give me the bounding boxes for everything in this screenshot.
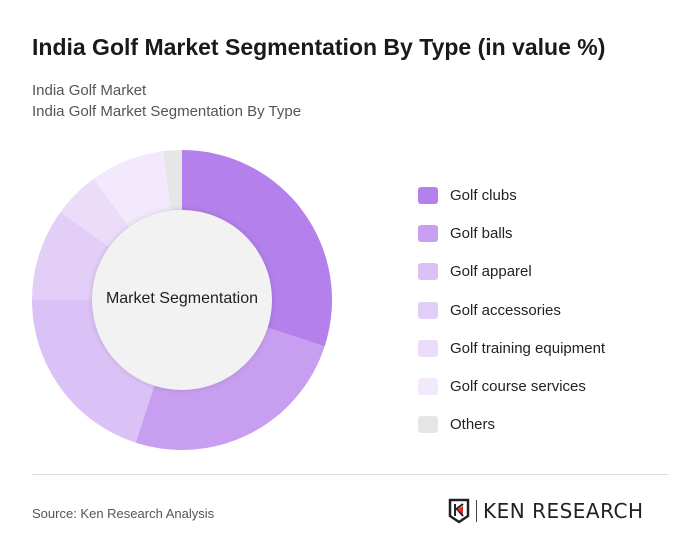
- slice-golf-course-services: [93, 151, 172, 232]
- legend-item: Golf course services: [418, 367, 605, 405]
- legend-label: Golf apparel: [450, 263, 532, 281]
- legend-item: Others: [418, 406, 605, 444]
- slice-golf-apparel: [32, 300, 156, 443]
- legend-label: Others: [450, 416, 496, 434]
- slice-golf-accessories: [32, 211, 114, 300]
- chart-title: India Golf Market Segmentation By Type (…: [32, 34, 606, 60]
- subtitle-segmentation: India Golf Market Segmentation By Type: [32, 103, 302, 120]
- slice-others: [163, 150, 182, 216]
- logo-text: KEN RESEARCH: [483, 499, 644, 523]
- source-note: Source: Ken Research Analysis: [32, 506, 215, 521]
- legend-swatch: [418, 224, 438, 242]
- donut-center: [92, 210, 272, 390]
- legend-swatch: [418, 263, 438, 281]
- legend-swatch: [418, 416, 438, 434]
- legend: Golf clubs Golf balls Golf apparel Golf acc…: [418, 176, 605, 444]
- subtitle-market: India Golf Market: [32, 82, 147, 99]
- divider: [32, 474, 668, 475]
- legend-swatch: [418, 339, 438, 357]
- legend-swatch: [418, 301, 438, 319]
- legend-swatch: [418, 378, 438, 396]
- legend-label: Golf training equipment: [450, 339, 606, 357]
- ken-research-logo: KEN RESEARCH: [448, 498, 644, 524]
- legend-label: Golf balls: [450, 224, 513, 242]
- legend-label: Golf accessories: [450, 301, 561, 319]
- slice-golf-balls: [135, 326, 325, 450]
- center-label: Market Segmentation: [105, 290, 259, 307]
- legend-item: Golf training equipment: [418, 329, 605, 367]
- legend-item: Golf apparel: [418, 253, 605, 291]
- legend-label: Golf course services: [450, 378, 586, 396]
- legend-item: Golf clubs: [418, 176, 605, 214]
- legend-label: Golf clubs: [450, 186, 517, 204]
- legend-item: Golf accessories: [418, 291, 605, 329]
- legend-item: Golf balls: [418, 214, 605, 252]
- slice-golf-clubs: [182, 150, 332, 347]
- slice-golf-training-equipment: [60, 178, 133, 251]
- logo-separator: [476, 500, 477, 522]
- ken-logo-icon: [448, 498, 470, 524]
- legend-swatch: [418, 186, 438, 204]
